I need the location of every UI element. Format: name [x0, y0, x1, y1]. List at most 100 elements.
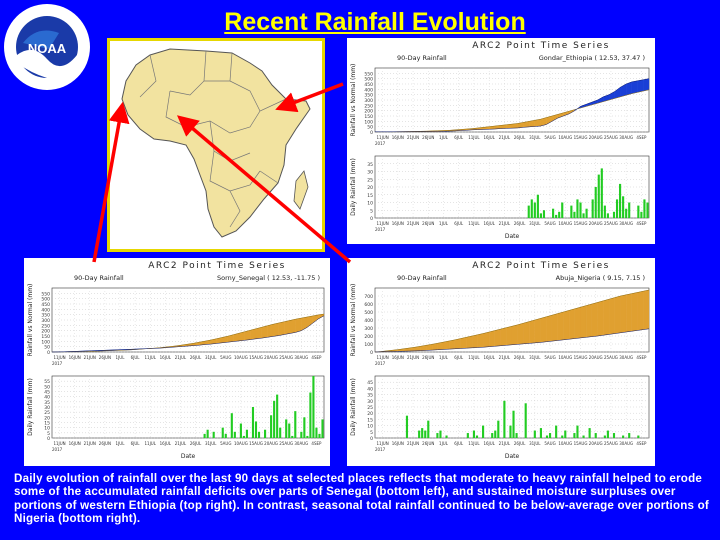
top-x-tick-label: 20AUG — [589, 135, 603, 140]
top-x-tick-label: 5AUG — [544, 135, 555, 140]
accumulation-segment — [460, 337, 467, 349]
bottom-x-tick-label: 1JUL — [439, 441, 449, 446]
bottom-y-tick-label: 10 — [367, 201, 373, 207]
daily-rain-bar — [421, 428, 424, 438]
accumulation-segment — [534, 318, 541, 344]
daily-rain-bar — [264, 429, 267, 438]
top-y-tick-label: 400 — [364, 87, 373, 93]
daily-rain-bar — [206, 429, 209, 438]
accumulation-segment — [568, 308, 575, 340]
top-x-tick-label: 31JUL — [529, 355, 541, 360]
daily-rain-bar — [279, 427, 282, 438]
daily-rain-bar — [606, 213, 609, 218]
bottom-x-tick-label: 31JUL — [205, 441, 217, 446]
bottom-x-year-label: 2017 — [375, 227, 386, 232]
top-x-tick-label: 11JUN — [377, 355, 389, 360]
daily-rain-bar — [597, 174, 600, 218]
daily-rain-bar — [615, 199, 619, 218]
bottom-x-tick-label: 26JUL — [514, 221, 526, 226]
daily-rain-bar — [628, 433, 631, 438]
accumulation-segment — [250, 328, 257, 340]
accumulation-segment — [557, 311, 564, 341]
bottom-y-tick-label: 30 — [44, 405, 50, 411]
bottom-x-tick-label: 10AUG — [558, 221, 572, 226]
daily-rain-bar — [273, 400, 276, 438]
bottom-y-tick-label: 5 — [370, 430, 373, 436]
bottom-y-tick-label: 30 — [367, 399, 373, 405]
bottom-x-tick-label: 16JUL — [483, 441, 495, 446]
bottom-x-tick-label: 5AUG — [544, 221, 555, 226]
chart-header: ARC2 Point Time Series — [148, 261, 286, 271]
daily-rain-bar — [545, 435, 549, 438]
daily-rain-bar — [300, 431, 303, 438]
bottom-y-tick-label: 25 — [367, 177, 373, 183]
daily-rain-bar — [530, 199, 533, 218]
bottom-y-tick-label: 20 — [367, 185, 373, 191]
bottom-y-tick-label: 30 — [367, 170, 373, 176]
africa-map-image — [110, 41, 322, 249]
normal-line — [374, 89, 650, 133]
bottom-y-tick-label: 5 — [47, 431, 50, 437]
accumulation-segment — [551, 313, 558, 342]
bottom-y-tick-label: 0 — [370, 436, 373, 442]
daily-rain-bar — [418, 430, 421, 438]
top-x-tick-label: 6JUL — [454, 355, 464, 360]
top-y-axis-label: Rainfall vs Normal (mm) — [27, 284, 34, 357]
top-x-tick-label: 6JUL — [131, 355, 141, 360]
daily-rain-bar — [594, 187, 597, 218]
accumulation-segment — [471, 334, 478, 348]
top-x-tick-label: 4SEP — [636, 135, 647, 140]
bottom-x-tick-label: 31JUL — [529, 221, 541, 226]
daily-rain-bar — [270, 415, 273, 438]
top-x-tick-label: 15AUG — [574, 135, 588, 140]
daily-rain-bar — [564, 430, 567, 438]
top-x-tick-label: 30AUG — [619, 355, 633, 360]
daily-rain-bar — [573, 211, 576, 218]
bottom-x-tick-label: 21JUN — [407, 441, 419, 446]
ethiopia-chart: ARC2 Point Time Series 90-Day Rainfall Gon… — [350, 41, 650, 240]
top-y-tick-label: 200 — [364, 334, 373, 340]
daily-rain-bar — [318, 433, 321, 438]
accumulation-segment — [614, 295, 621, 334]
accumulation-segment — [631, 292, 638, 332]
daily-rain-bar — [536, 194, 539, 218]
bottom-x-tick-label: 1JUL — [116, 441, 126, 446]
daily-rain-bar — [625, 208, 628, 218]
caption-text: Daily evolution of rainfall over the las… — [14, 472, 709, 525]
bottom-y-tick-label: 40 — [367, 386, 373, 392]
bottom-x-tick-label: 15AUG — [249, 441, 263, 446]
bottom-x-tick-label: 26JUL — [514, 441, 526, 446]
accumulation-segment — [528, 319, 535, 344]
bottom-x-tick-label: 6JUL — [454, 441, 464, 446]
daily-rain-bar — [561, 202, 564, 218]
top-x-tick-label: 30AUG — [619, 135, 633, 140]
bottom-x-tick-label: 16JUN — [392, 441, 404, 446]
bottom-y-tick-label: 55 — [44, 379, 50, 385]
bottom-x-tick-label: 16JUN — [69, 441, 81, 446]
top-y-tick-label: 250 — [41, 323, 50, 329]
bottom-x-tick-label: 30AUG — [619, 221, 633, 226]
accumulation-segment — [267, 324, 274, 338]
daily-rain-bar — [606, 430, 609, 438]
top-x-tick-label: 26JUN — [422, 355, 434, 360]
bottom-x-tick-label: 5AUG — [220, 441, 231, 446]
top-y-axis-label: Rainfall vs Normal (mm) — [350, 284, 357, 357]
top-x-tick-label: 21JUN — [407, 355, 419, 360]
top-y-tick-label: 400 — [364, 318, 373, 324]
observed-line — [375, 78, 650, 133]
top-x-tick-label: 4SEP — [311, 355, 322, 360]
daily-rain-bar — [622, 435, 625, 438]
bottom-x-tick-label: 26JUN — [99, 441, 111, 446]
top-x-tick-label: 11JUL — [468, 355, 480, 360]
accumulation-segment — [278, 321, 285, 336]
bottom-x-tick-label: 10AUG — [234, 441, 248, 446]
daily-rain-bar — [555, 214, 558, 218]
bottom-x-tick-label: 30AUG — [619, 441, 633, 446]
daily-rain-bar — [497, 420, 500, 438]
bottom-x-tick-label: 1JUL — [439, 221, 449, 226]
accumulation-segment — [506, 326, 513, 346]
daily-rain-bar — [600, 168, 603, 218]
bottom-x-tick-label: 4SEP — [636, 441, 647, 446]
top-x-tick-label: 26JUL — [514, 135, 526, 140]
top-x-tick-label: 11JUN — [53, 355, 65, 360]
